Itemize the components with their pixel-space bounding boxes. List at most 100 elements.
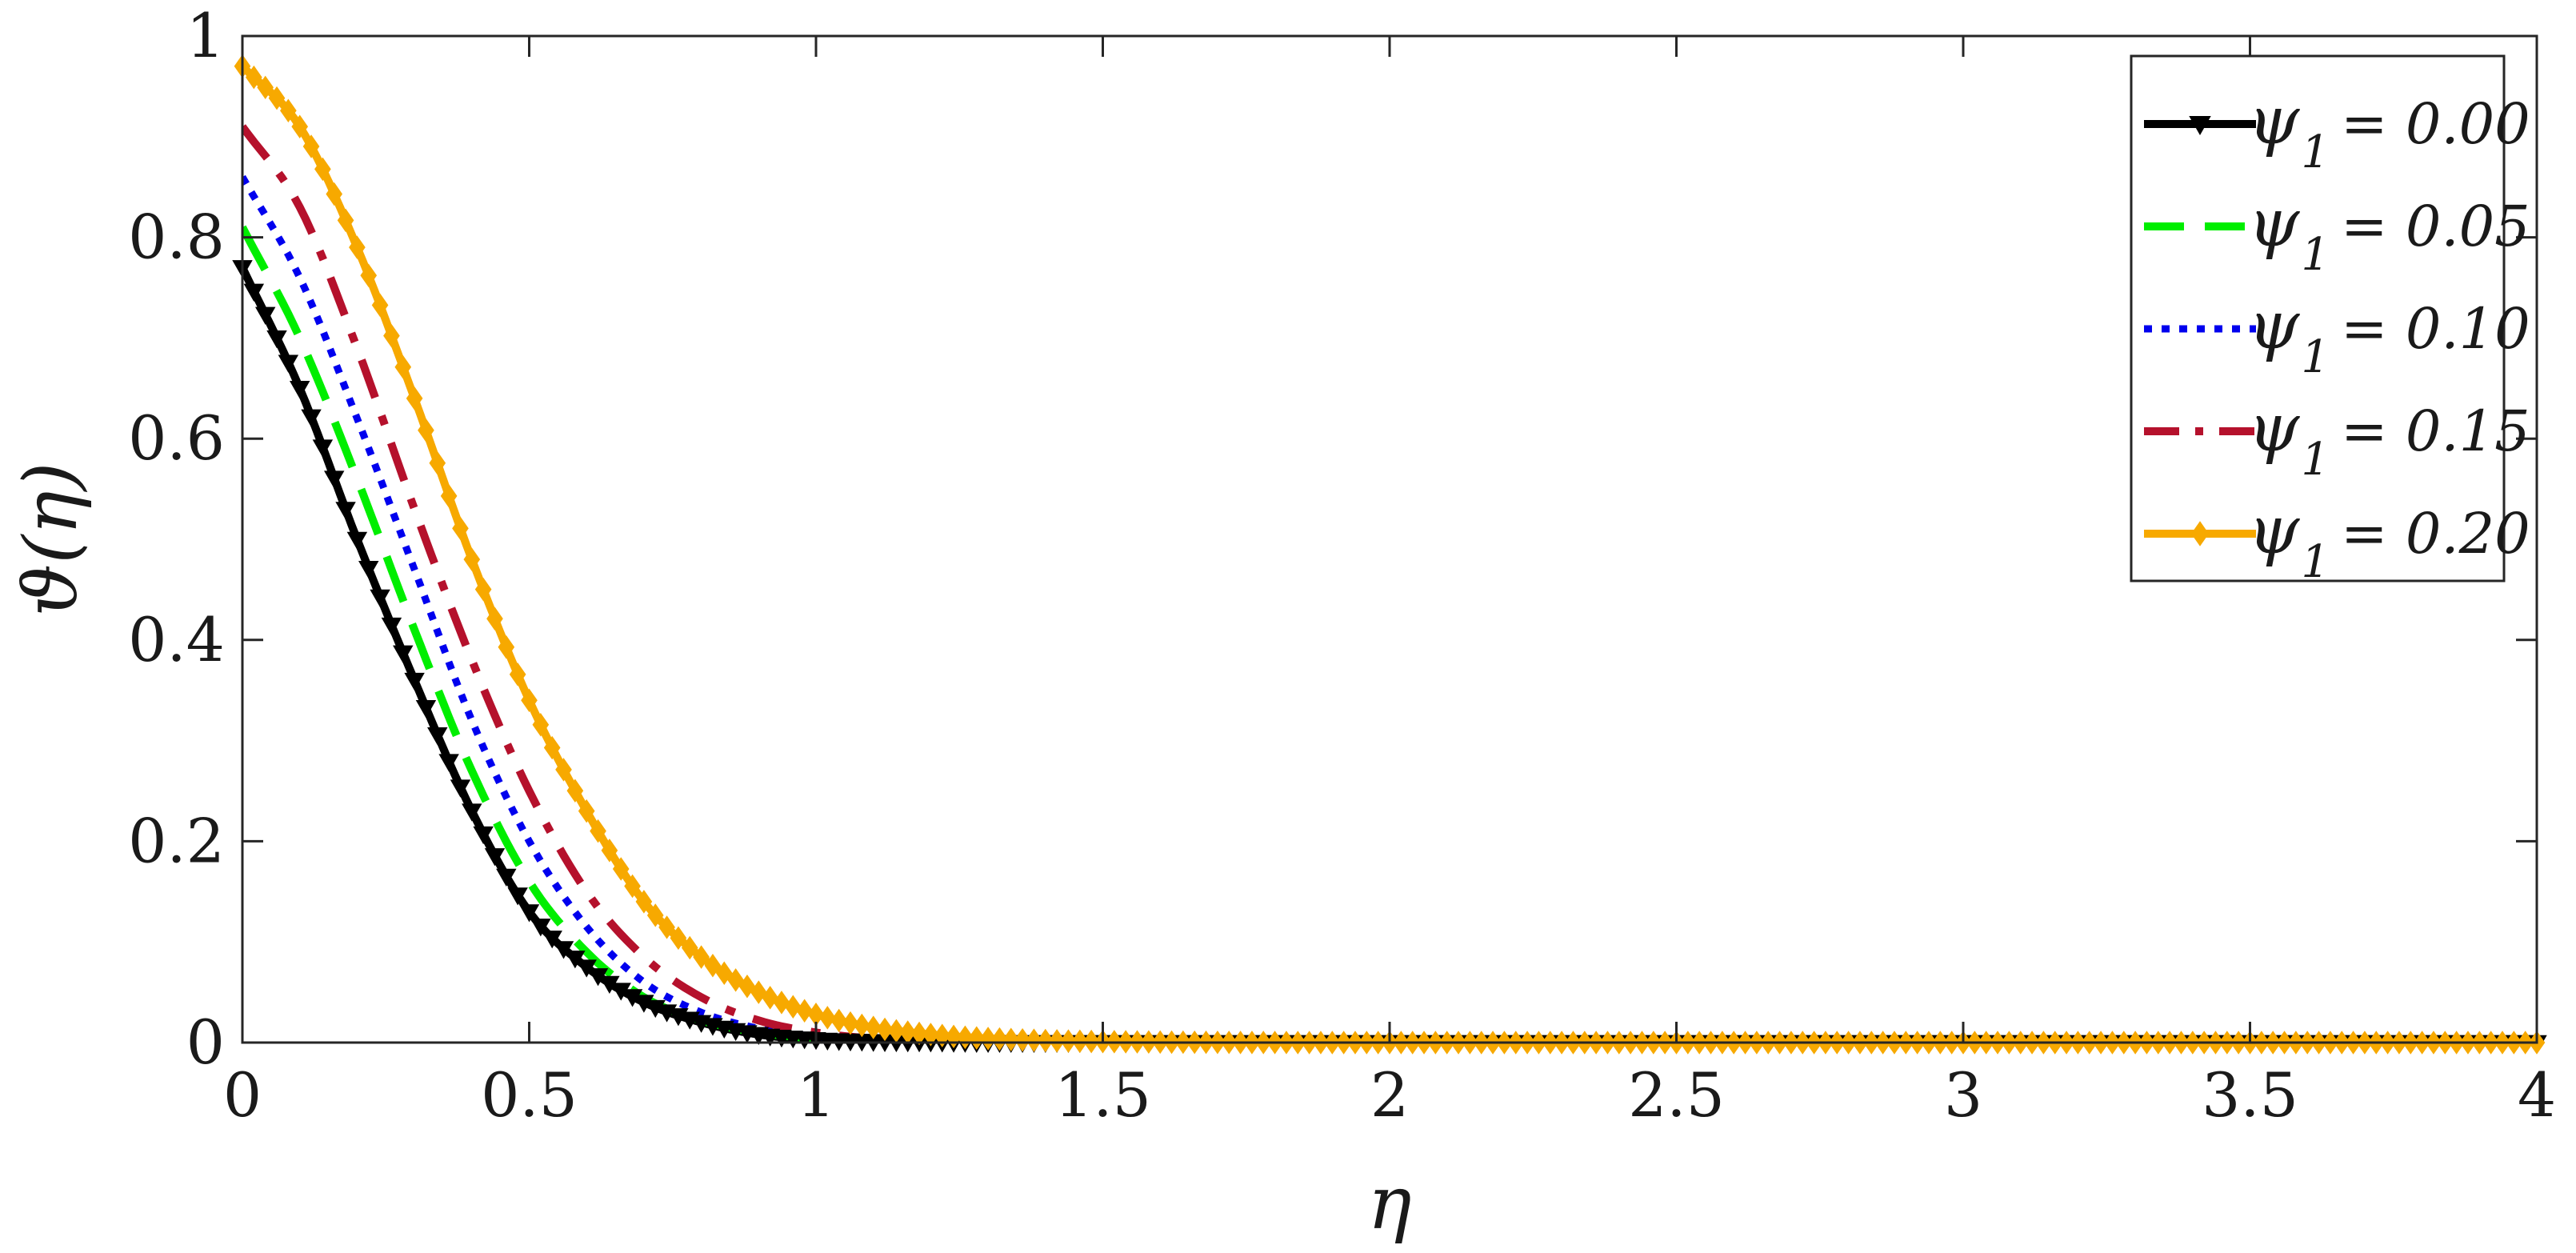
y-tick-label: 1 <box>186 0 225 71</box>
series-marker-4 <box>337 208 354 233</box>
series-marker-4 <box>854 1013 870 1038</box>
legend-label-0: ψ1 = 0.00 <box>2248 83 2530 178</box>
series-marker-4 <box>360 263 378 288</box>
series-marker-4 <box>727 968 744 992</box>
series-marker-4 <box>463 547 481 571</box>
x-tick-label: 2 <box>1370 1059 1409 1131</box>
series-marker-0 <box>301 409 322 427</box>
legend-subscript: 1 <box>2301 331 2330 383</box>
legend-symbol: ψ <box>2248 288 2300 364</box>
legend-label-1: ψ1 = 0.05 <box>2248 186 2530 281</box>
legend-subscript: 1 <box>2301 126 2330 178</box>
legend-value: = 0.15 <box>2341 398 2530 464</box>
series-marker-4 <box>624 874 641 899</box>
series-marker-0 <box>404 672 425 691</box>
x-tick-label: 0 <box>223 1059 262 1131</box>
legend-label-4: ψ1 = 0.20 <box>2248 493 2530 588</box>
series-line-2 <box>242 174 2537 1043</box>
tick-layer: 0 0.5 1 1.5 2 2.5 3 3.5 4 0 0.2 0.4 0.6 0.8 1 <box>128 0 2556 1131</box>
plot-frame <box>241 34 2538 1044</box>
y-tick-label: 0.2 <box>128 805 225 876</box>
series-marker-0 <box>381 617 402 636</box>
series-marker-0 <box>243 283 265 302</box>
series-marker-0 <box>553 941 574 959</box>
series-marker-4 <box>704 954 722 978</box>
series-marker-4 <box>888 1019 905 1043</box>
series-marker-0 <box>484 848 506 867</box>
series-marker-4 <box>1037 1028 1054 1053</box>
series-marker-4 <box>394 354 412 379</box>
series-marker-0 <box>427 727 448 746</box>
series-marker-4 <box>934 1023 951 1047</box>
legend-symbol: ψ <box>2248 493 2300 569</box>
series-marker-0 <box>393 645 414 663</box>
series-marker-4 <box>876 1017 894 1042</box>
x-tick-label: 2.5 <box>1628 1059 1725 1131</box>
series-marker-4 <box>865 1015 882 1039</box>
series-marker-0 <box>312 439 334 458</box>
series-marker-4 <box>670 926 687 951</box>
series-marker-4 <box>1002 1027 1020 1051</box>
series-marker-4 <box>509 663 526 687</box>
series-marker-4 <box>302 134 320 158</box>
series-marker-0 <box>507 887 528 906</box>
series-marker-0 <box>565 951 586 969</box>
series-marker-4 <box>452 516 469 541</box>
series-marker-4 <box>257 75 274 100</box>
legend-label-3: ψ1 = 0.15 <box>2248 390 2530 486</box>
legend-marker-4 <box>2190 521 2210 546</box>
series-marker-0 <box>266 330 287 349</box>
series-marker-4 <box>268 86 286 110</box>
series-marker-0 <box>530 919 551 937</box>
y-tick-label: 0.8 <box>128 202 225 273</box>
legend-subscript: 1 <box>2301 229 2330 281</box>
y-tick-label: 0.6 <box>128 402 225 474</box>
series-marker-0 <box>335 502 356 520</box>
series-marker-4 <box>498 635 515 659</box>
series-marker-0 <box>462 803 482 822</box>
series-marker-0 <box>496 868 517 887</box>
series-marker-0 <box>542 931 562 949</box>
series-marker-0 <box>358 560 379 579</box>
legend-marker-0 <box>2189 116 2211 136</box>
series-marker-4 <box>773 991 790 1015</box>
series-marker-4 <box>280 98 297 123</box>
x-tick-label: 3.5 <box>2202 1059 2298 1131</box>
series-marker-4 <box>383 323 400 348</box>
series-marker-4 <box>968 1026 986 1050</box>
series-marker-4 <box>681 935 698 960</box>
series-marker-4 <box>646 903 664 927</box>
series-marker-0 <box>346 531 368 550</box>
series-marker-0 <box>438 754 459 772</box>
series-marker-4 <box>784 995 802 1019</box>
x-axis-label: η <box>1367 1160 1411 1246</box>
series-marker-4 <box>796 999 813 1023</box>
series-marker-4 <box>738 974 756 999</box>
legend-subscript: 1 <box>2301 434 2330 486</box>
x-tick-label: 3 <box>1944 1059 1982 1131</box>
series-marker-4 <box>658 915 675 939</box>
series-marker-4 <box>830 1008 848 1033</box>
series-marker-4 <box>991 1027 1008 1051</box>
series-marker-4 <box>486 606 503 631</box>
series-marker-4 <box>474 577 492 602</box>
series-marker-0 <box>518 904 540 923</box>
legend-symbol: ψ <box>2248 390 2300 466</box>
series-marker-4 <box>521 688 538 713</box>
series-marker-0 <box>473 826 494 845</box>
series-marker-4 <box>1014 1027 1031 1052</box>
series-marker-4 <box>601 839 618 863</box>
x-tick-label: 4 <box>2518 1059 2556 1131</box>
y-axis-label: ϑ(η) <box>8 462 94 617</box>
series-marker-4 <box>1026 1028 1042 1052</box>
series-marker-4 <box>693 945 710 969</box>
series-marker-0 <box>576 959 597 978</box>
series-marker-0 <box>289 381 310 399</box>
legend-value: = 0.00 <box>2341 91 2530 157</box>
series-marker-0 <box>450 779 471 798</box>
series-marker-0 <box>323 470 345 489</box>
series-marker-4 <box>819 1006 836 1030</box>
legend-value: = 0.10 <box>2341 296 2530 362</box>
